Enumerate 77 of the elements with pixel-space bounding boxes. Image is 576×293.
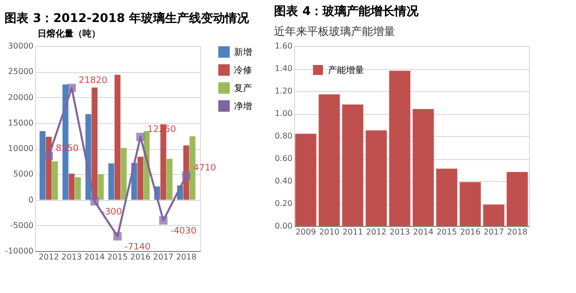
data-label: 21820 (78, 76, 108, 86)
y-tick-label: 0.80 (274, 132, 292, 140)
chart-subtitle: 近年来平板玻璃产能增量 (274, 25, 396, 38)
y-tick-label: 10000 (8, 144, 34, 153)
point (113, 232, 122, 241)
x-tick-label: 2015 (107, 252, 128, 262)
bar (366, 130, 387, 226)
bar (74, 177, 81, 200)
bar (295, 134, 316, 226)
y-tick-label: 1.40 (274, 64, 292, 73)
y-tick-label: 0.00 (274, 222, 292, 230)
bar (318, 94, 340, 226)
bar (137, 156, 144, 200)
y-tick-label: 1.60 (274, 42, 292, 50)
x-tick-label: 2014 (413, 228, 434, 236)
data-label: -4030 (170, 226, 197, 236)
chart-title: 图表 3：2012-2018 年玻璃生产线变动情况 (4, 11, 250, 25)
point (67, 84, 76, 92)
y-tick-label: -5000 (10, 220, 34, 230)
bar (52, 161, 58, 200)
x-tick-label: 2011 (342, 228, 363, 236)
y-tick-label: -10000 (5, 246, 34, 256)
text: 产能增量 (328, 65, 364, 76)
x-tick-label: 2016 (130, 252, 151, 262)
y-tick-label: 1.20 (274, 86, 292, 96)
point (159, 216, 168, 225)
y-tick-label: 0 (28, 195, 34, 204)
y-tick-label: 15000 (8, 118, 34, 128)
y-tick-label: 0.40 (274, 176, 292, 186)
y-tick-label: 0.20 (274, 199, 292, 208)
x-tick-label: 2014 (84, 252, 105, 262)
bar (436, 168, 458, 226)
y-axis-title: 日熔化量（吨） (38, 28, 100, 40)
x-tick-label: 2015 (436, 228, 457, 236)
bar (120, 148, 127, 200)
bar (108, 163, 114, 200)
bar (483, 204, 504, 226)
bar (342, 104, 364, 226)
bar (190, 136, 196, 200)
bar (166, 158, 172, 200)
legend-label: 新增 (234, 47, 252, 58)
bar (98, 174, 104, 200)
point (90, 197, 99, 206)
y-tick-label: 30000 (8, 42, 34, 50)
bar (412, 109, 434, 226)
bar (506, 172, 528, 226)
y-tick-label: 0.60 (274, 154, 292, 163)
x-tick-label: 2017 (153, 252, 174, 262)
point (44, 152, 53, 160)
x-tick-label: 2018 (176, 252, 196, 262)
x-tick-label: 2009 (296, 228, 316, 236)
y-tick-label: 5000 (13, 170, 34, 179)
data-label: -300 (102, 207, 122, 218)
x-tick-label: 2010 (319, 228, 340, 236)
x-tick-label: 2016 (460, 228, 480, 236)
bar (68, 174, 75, 200)
legend-label: 净增 (234, 101, 252, 112)
x-tick-label: 2017 (484, 228, 504, 236)
bar (40, 131, 46, 200)
x-tick-label: 2013 (61, 252, 82, 262)
data-label: -7140 (124, 242, 151, 252)
bar (92, 88, 98, 200)
legend-label: 冷修 (234, 65, 252, 76)
chart-title: 图表 4：玻璃产能增长情况 (274, 4, 420, 18)
bar (460, 182, 481, 226)
x-tick-label: 2018 (507, 228, 528, 236)
x-tick-label: 2012 (38, 252, 59, 262)
x-tick-label: 2012 (366, 228, 386, 236)
x-tick-label: 2013 (390, 228, 410, 236)
y-tick-label: 25000 (8, 67, 34, 76)
y-tick-label: 20000 (8, 92, 34, 102)
bar (389, 70, 410, 226)
legend-label: 复产 (234, 83, 252, 94)
point (136, 132, 145, 142)
y-tick-label: 1.00 (274, 109, 292, 118)
point (182, 171, 190, 180)
bar (114, 74, 120, 200)
